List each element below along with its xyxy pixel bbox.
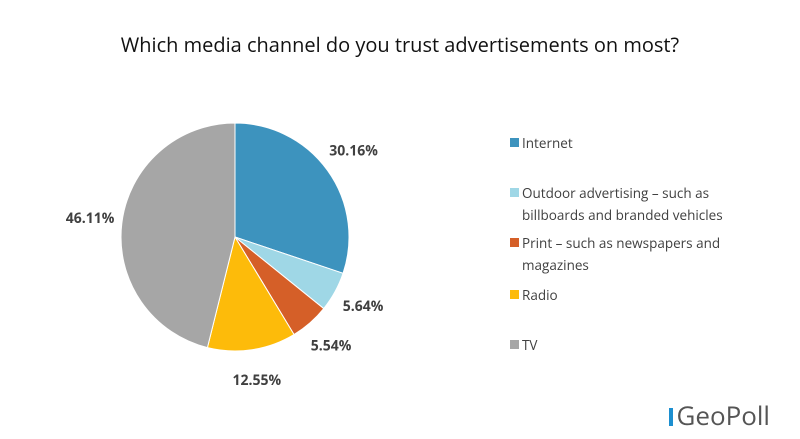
legend-label: TV	[522, 336, 538, 354]
legend-swatch	[510, 238, 519, 247]
logo-icon	[669, 408, 674, 426]
legend-swatch	[510, 188, 519, 197]
value-label: 5.54%	[311, 337, 352, 356]
legend-item: Radio	[510, 284, 762, 306]
legend-item: TV	[510, 334, 762, 356]
value-label: 30.16%	[329, 142, 378, 161]
value-label: 5.64%	[343, 297, 384, 316]
value-label: 12.55%	[232, 371, 281, 390]
pie-slice	[206, 235, 295, 352]
logo-text: GeoPoll	[676, 397, 770, 433]
pie-slice	[234, 122, 350, 274]
legend-item: Outdoor advertising – such as billboards…	[510, 182, 762, 226]
logo: GeoPoll	[669, 397, 770, 433]
legend-item: Internet	[510, 132, 762, 154]
legend-swatch	[510, 138, 519, 147]
legend-label: Internet	[522, 134, 573, 152]
legend-label: Outdoor advertising – such as billboards…	[522, 184, 723, 224]
pie-slice	[120, 122, 236, 349]
legend-swatch	[510, 290, 519, 299]
legend-item: Print – such as newspapers and magazines	[510, 232, 762, 276]
value-label: 46.11%	[66, 209, 115, 228]
legend-label: Print – such as newspapers and magazines	[522, 234, 721, 274]
legend-label: Radio	[522, 286, 558, 304]
chart-title: Which media channel do you trust adverti…	[121, 31, 680, 58]
legend-swatch	[510, 340, 519, 349]
